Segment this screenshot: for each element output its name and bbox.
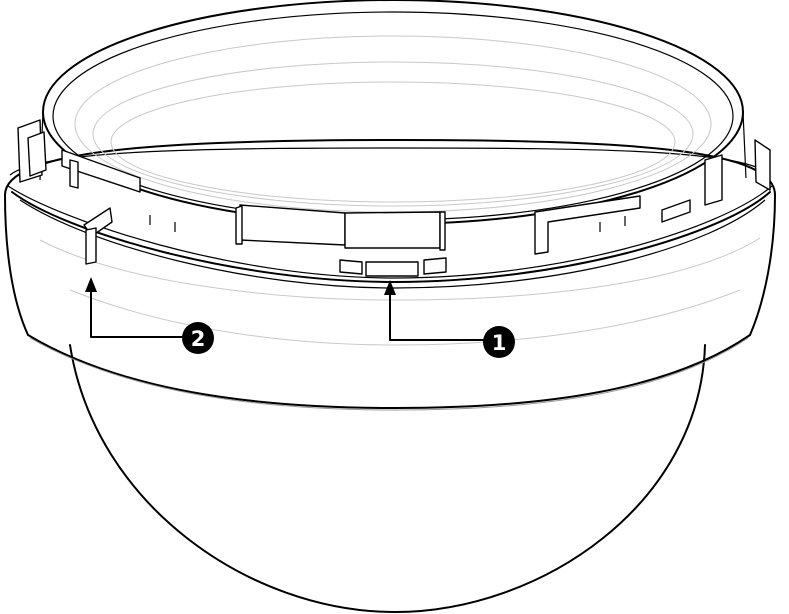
retaining-tabs — [17, 119, 771, 277]
callout-1-leader — [389, 289, 486, 341]
callout-2: 2 — [85, 277, 214, 354]
dome-bubble — [69, 344, 706, 613]
callout-1-number: 1 — [492, 331, 507, 355]
callout-2-leader — [90, 289, 185, 338]
callout-2-arrowhead — [85, 277, 97, 292]
callout-1-marker — [483, 326, 515, 358]
inner-liner — [39, 0, 747, 225]
callout-2-marker — [182, 322, 214, 354]
callout-2-number: 2 — [191, 327, 206, 351]
callout-1-arrowhead — [384, 280, 396, 295]
callout-1: 1 — [384, 280, 515, 358]
